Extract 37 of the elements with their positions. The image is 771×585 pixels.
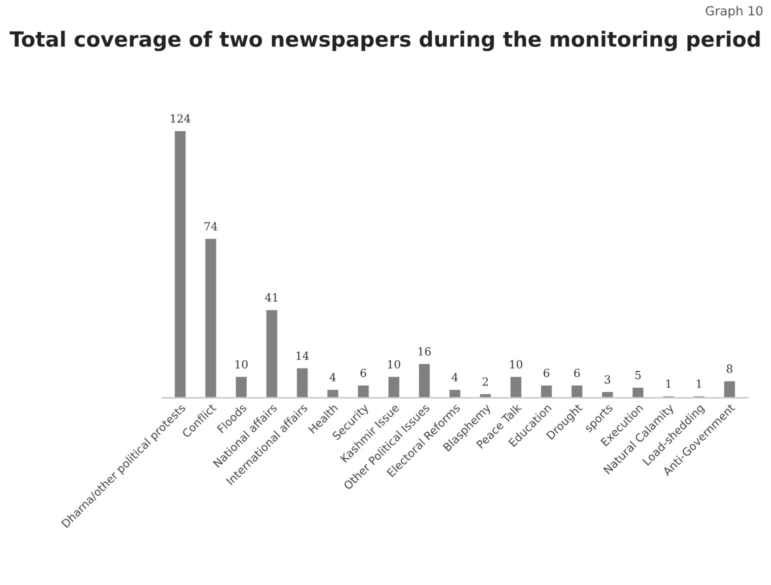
data-label: 41 — [265, 293, 278, 302]
bar — [234, 376, 248, 398]
data-label: 10 — [236, 360, 248, 369]
data-label: 1 — [666, 380, 670, 388]
data-label: 8 — [726, 364, 732, 373]
data-label: 5 — [635, 371, 641, 380]
data-label: 4 — [330, 373, 336, 382]
bar — [448, 388, 462, 398]
data-label: 1 — [696, 380, 701, 388]
bar — [509, 376, 523, 398]
data-label: 6 — [360, 368, 366, 378]
bar — [296, 366, 310, 398]
bar — [418, 362, 432, 398]
bar — [540, 384, 554, 398]
bar — [387, 376, 401, 398]
data-label: 16 — [418, 347, 431, 356]
data-label: 124 — [170, 114, 190, 123]
data-label: 4 — [452, 373, 458, 382]
data-label: 2 — [482, 377, 488, 386]
bar — [722, 380, 736, 398]
data-label: 6 — [544, 368, 550, 378]
data-label: 6 — [574, 368, 580, 378]
bar — [326, 388, 340, 398]
data-label: 14 — [296, 351, 309, 360]
caption: Graph 10 — [706, 6, 762, 18]
bar — [264, 308, 279, 398]
data-label: 3 — [604, 375, 610, 384]
bar — [600, 390, 614, 398]
data-label: 10 — [510, 360, 522, 369]
bar — [204, 238, 218, 398]
data-label: 74 — [204, 222, 218, 230]
bar — [356, 384, 370, 398]
bar — [631, 386, 645, 398]
chart-title: Total coverage of two newspapers during the monitoring period — [10, 30, 760, 52]
bar — [173, 130, 188, 398]
data-label: 10 — [388, 360, 400, 369]
bar — [570, 384, 584, 398]
